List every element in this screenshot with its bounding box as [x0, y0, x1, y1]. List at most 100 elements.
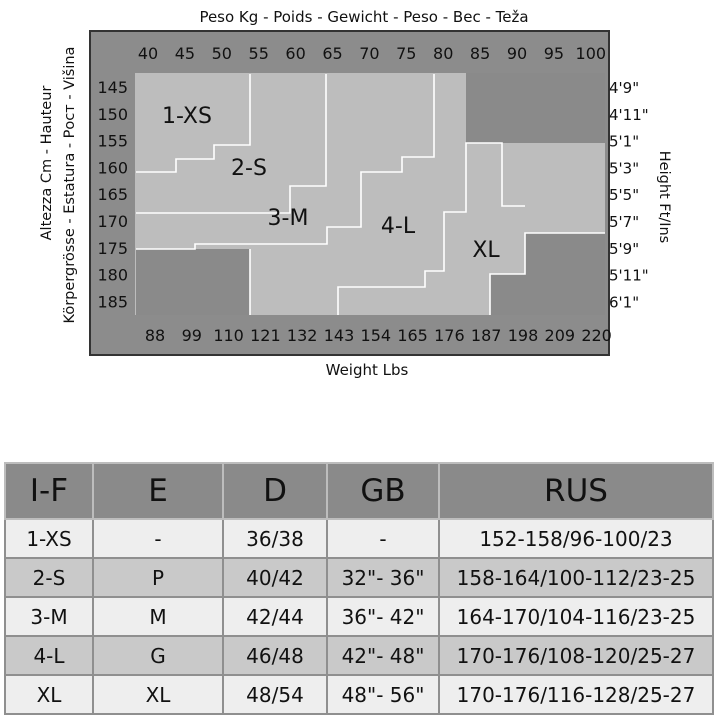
table-cell: P	[92, 557, 224, 598]
table-row: 2-S P 40/42 32"- 36" 158-164/100-112/23-…	[4, 557, 714, 598]
zone-label-xl: XL	[472, 238, 500, 263]
ftin-tick-label: 5'11"	[609, 267, 649, 285]
lbs-tick-label: 121	[250, 326, 281, 345]
kg-tick-label: 70	[359, 44, 379, 63]
header-gb: GB	[326, 462, 440, 520]
kg-tick-label: 55	[249, 44, 269, 63]
table-cell: 164-170/104-116/23-25	[438, 596, 714, 637]
kg-tick-label: 75	[396, 44, 416, 63]
table-cell: XL	[92, 674, 224, 715]
cm-tick-labels: 145 150 155 160 165 170 175 180 185	[97, 78, 128, 311]
header-rus: RUS	[438, 462, 714, 520]
ftin-tick-label: 5'5"	[609, 186, 639, 204]
size-chart: Peso Kg - Poids - Gewicht - Peso - Bec -…	[39, 8, 672, 379]
table-cell: 40/42	[222, 557, 328, 598]
kg-tick-label: 65	[322, 44, 342, 63]
ftin-tick-label: 5'1"	[609, 133, 639, 151]
table-cell: G	[92, 635, 224, 676]
cm-tick-label: 145	[97, 78, 128, 97]
cm-tick-label: 150	[97, 105, 128, 124]
boundary-xl-outer	[489, 232, 605, 315]
table-cell: 1-XS	[4, 518, 94, 559]
table-cell: 42/44	[222, 596, 328, 637]
zone-label-l: 4-L	[381, 214, 416, 239]
table-cell: M	[92, 596, 224, 637]
ftin-tick-label: 6'1"	[609, 293, 639, 311]
lbs-tick-label: 220	[581, 326, 612, 345]
cm-axis-title-line2: Körpergrösse - Estatura - Рост - Višina	[62, 47, 78, 324]
table-row: 4-L G 46/48 42"- 48" 170-176/108-120/25-…	[4, 635, 714, 676]
table-cell: 36/38	[222, 518, 328, 559]
kg-tick-label: 60	[285, 44, 305, 63]
table-header-row: I-F E D GB RUS	[4, 462, 714, 520]
lbs-tick-label: 88	[145, 326, 165, 345]
cm-tick-label: 155	[97, 132, 128, 151]
out-of-range-region-bottom-right	[490, 233, 605, 315]
table-cell: 4-L	[4, 635, 94, 676]
lbs-tick-label: 198	[508, 326, 539, 345]
table-cell: 170-176/116-128/25-27	[438, 674, 714, 715]
kg-tick-label: 45	[175, 44, 195, 63]
lbs-tick-label: 99	[182, 326, 202, 345]
kg-tick-label: 50	[212, 44, 232, 63]
cm-tick-label: 180	[97, 266, 128, 285]
header-d: D	[222, 462, 328, 520]
boundary-m-l	[136, 74, 435, 250]
kg-tick-label: 85	[470, 44, 490, 63]
table-cell: 42"- 48"	[326, 635, 440, 676]
cm-tick-label: 165	[97, 185, 128, 204]
lbs-tick-label: 165	[397, 326, 428, 345]
kg-tick-labels: 40 45 50 55 60 65 70 75 80 85 90 95 100	[138, 44, 606, 63]
table-cell: 48"- 56"	[326, 674, 440, 715]
cm-tick-label: 170	[97, 212, 128, 231]
lbs-tick-label: 209	[545, 326, 576, 345]
kg-tick-label: 40	[138, 44, 158, 63]
boundary-s-m	[136, 74, 327, 214]
ftin-tick-label: 4'9"	[609, 79, 639, 97]
header-i-f: I-F	[4, 462, 94, 520]
out-of-range-region-bottom-left	[136, 249, 250, 315]
table-cell: 48/54	[222, 674, 328, 715]
ftin-axis-title: Height Ft/Ins	[656, 151, 672, 243]
lbs-tick-label: 176	[434, 326, 465, 345]
out-of-range-region-top-right	[466, 73, 605, 143]
lbs-tick-label: 110	[213, 326, 244, 345]
ftin-tick-label: 4'11"	[609, 106, 649, 124]
lbs-tick-label: 154	[361, 326, 392, 345]
kg-tick-label: 80	[433, 44, 453, 63]
table-cell: 2-S	[4, 557, 94, 598]
zone-label-s: 2-S	[231, 156, 267, 181]
ftin-tick-label: 5'3"	[609, 159, 639, 177]
kg-tick-label: 90	[507, 44, 527, 63]
table-cell: -	[326, 518, 440, 559]
table-cell: -	[92, 518, 224, 559]
zone-label-m: 3-M	[268, 206, 309, 231]
zone-label-xs: 1-XS	[162, 104, 212, 129]
table-cell: 36"- 42"	[326, 596, 440, 637]
boundary-xs-s	[136, 74, 251, 173]
table-cell: 32"- 36"	[326, 557, 440, 598]
table-cell: 158-164/100-112/23-25	[438, 557, 714, 598]
cm-tick-label: 175	[97, 239, 128, 258]
boundary-l-xl	[337, 142, 525, 315]
table-cell: 46/48	[222, 635, 328, 676]
lbs-axis-title: Weight Lbs	[326, 361, 409, 379]
cm-tick-label: 185	[97, 292, 128, 311]
table-row: XL XL 48/54 48"- 56" 170-176/116-128/25-…	[4, 674, 714, 715]
table-cell: 152-158/96-100/23	[438, 518, 714, 559]
table-row: 1-XS - 36/38 - 152-158/96-100/23	[4, 518, 714, 559]
lbs-tick-label: 143	[324, 326, 355, 345]
kg-tick-label: 100	[576, 44, 607, 63]
lbs-tick-labels: 88 99 110 121 132 143 154 165 176 187 198 209 220	[145, 326, 612, 345]
lbs-tick-label: 132	[287, 326, 318, 345]
cm-axis-title-line1: Altezza Cm - Hauteur	[39, 86, 55, 241]
cm-tick-label: 160	[97, 158, 128, 177]
table-cell: 3-M	[4, 596, 94, 637]
size-conversion-table: I-F E D GB RUS 1-XS - 36/38 - 152-158/96…	[4, 462, 714, 715]
lbs-tick-label: 187	[471, 326, 502, 345]
table-cell: 170-176/108-120/25-27	[438, 635, 714, 676]
ftin-tick-label: 5'9"	[609, 240, 639, 258]
kg-tick-label: 95	[544, 44, 564, 63]
header-e: E	[92, 462, 224, 520]
table-cell: XL	[4, 674, 94, 715]
